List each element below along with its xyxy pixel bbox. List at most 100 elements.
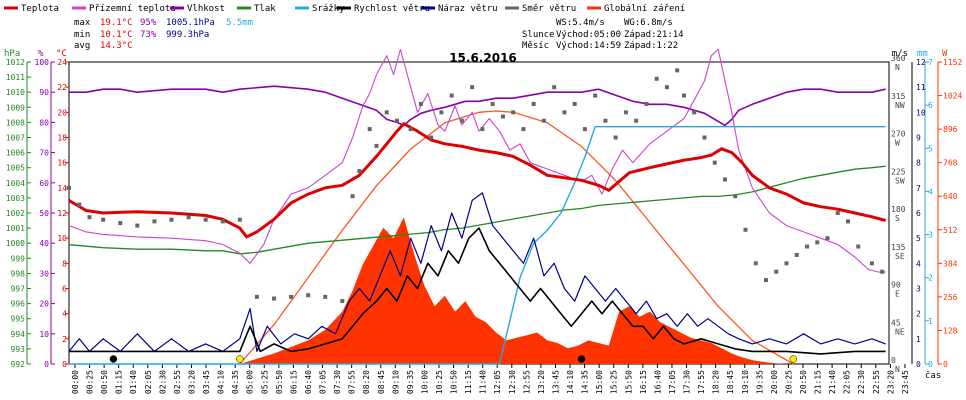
wind-dir-point [593,93,598,98]
y-tick-dir-label: N [895,365,900,374]
stat-press: 999.3hPa [166,30,209,40]
wind-dir-point [743,227,748,232]
y-tick-degc: 20 [57,108,67,117]
y-tick-degc: 4 [62,310,67,319]
x-tick-label: 22:30 [857,370,866,394]
y-tick-pct: 60 [39,179,49,188]
y-tick-hpa: 1010 [6,88,25,97]
x-tick-label: 23:20 [886,370,895,394]
x-tick-label: 14:35 [581,370,590,394]
y-tick-dir-label: SE [895,252,905,261]
y-tick-dir: 315 [891,92,906,101]
x-axis-title: čas [925,370,941,381]
wind-dir-point [794,252,799,257]
series-ground-temp [68,48,886,273]
y-tick-dir-label: NE [895,327,905,336]
wind-dir-point [439,110,444,115]
info-wg: WG:6.8m/s [624,18,673,28]
wind-dir-point [118,221,123,226]
y-tick-hpa: 1000 [6,239,25,248]
wind-dir-point [480,127,485,132]
y-tick-hpa: 999 [11,254,26,263]
info-sun-label: Slunce [522,30,555,40]
wind-dir-point [753,261,758,266]
info-block: WS:5.4m/s WG:6.8m/s Slunce Východ:05:00 Zápa… [522,18,684,51]
x-tick-label: 03:45 [202,370,211,394]
x-tick-label: 09:10 [391,370,400,394]
y-tick-ms: 2 [916,310,921,319]
wind-dir-point [77,202,82,207]
y-tick-ms: 4 [916,259,921,268]
x-tick-label: 11:40 [479,370,488,394]
x-tick-label: 03:20 [187,370,196,394]
stat-hum: 73% [140,30,157,40]
y-tick-dir-label: S [895,214,900,223]
wind-dir-point [323,294,328,299]
wind-dir-point [634,118,639,123]
x-tick-label: 05:00 [246,370,255,394]
y-tick-w: 512 [943,226,958,235]
wind-dir-point [733,194,738,199]
x-tick-label: 05:50 [275,370,284,394]
x-tick-label: 05:25 [260,370,269,394]
wind-dir-point [572,101,577,106]
wind-dir-point [723,177,727,182]
y-tick-mm: 6 [928,101,933,110]
wind-dir-point [490,101,495,106]
y-tick-dir: 270 [891,130,906,139]
y-tick-degc: 18 [57,134,67,143]
y-tick-mm: 0 [928,360,933,369]
series-rain [69,126,886,365]
y-tick-hpa: 1008 [6,118,25,127]
stat-rain: 5.5mm [226,18,253,28]
series-pressure [68,165,886,255]
wind-dir-point [87,215,92,220]
info-sunrise: Východ:05:00 [556,30,621,40]
wind-dir-point [186,215,191,220]
stat-temp: 14.3°C [100,41,133,51]
x-tick-label: 00:25 [86,370,95,394]
y-tick-w: 1152 [943,58,962,67]
wind-dir-point [470,85,475,90]
y-tick-w: 640 [943,192,958,201]
stat-label: avg [74,41,90,51]
y-tick-hpa: 1001 [6,224,25,233]
wind-dir-point [289,294,294,299]
wind-dir-point [562,110,567,115]
wind-dir-point [152,219,157,224]
wind-dir-point [815,240,820,245]
wind-dir-point [101,217,106,222]
y-tick-dir-label: N [895,63,900,72]
wind-dir-point [582,127,587,132]
stat-temp: 19.1°C [100,18,133,28]
wind-dir-point [449,93,454,98]
x-tick-label: 09:35 [406,370,415,394]
y-tick-dir: 135 [891,243,906,252]
x-tick-label: 02:55 [173,370,182,394]
y-tick-degc: 14 [57,184,67,193]
legend-label-6: Rychlost větru [354,4,430,14]
y-tick-w: 0 [943,360,948,369]
y-tick-hpa: 996 [11,300,26,309]
wind-dir-point [237,217,242,222]
legend-label-8: Směr větru [522,4,576,14]
y-tick-hpa: 994 [11,330,26,339]
chart-title: 15.6.2016 [449,51,517,65]
y-tick-dir: 360 [891,54,906,63]
wind-dir-point [702,135,707,140]
x-tick-label: 20:00 [770,370,779,394]
wind-dir-point [306,293,311,298]
y-tick-dir-label: W [895,139,900,148]
x-tick-label: 10:00 [420,370,429,394]
series-radiation-area [239,217,787,364]
x-tick-label: 15:00 [595,370,604,394]
y-tick-pct: 0 [44,360,49,369]
y-tick-mm: 4 [928,187,933,196]
y-tick-pct: 100 [35,58,50,67]
wind-dir-point [805,244,809,249]
y-tick-pct: 70 [39,149,49,158]
y-tick-hpa: 992 [11,360,26,369]
stats-block: max 19.1°C 95% 1005.1hPa 5.5mm min 10.1°C 73% 99… [74,18,253,51]
y-tick-w: 1024 [943,92,962,101]
